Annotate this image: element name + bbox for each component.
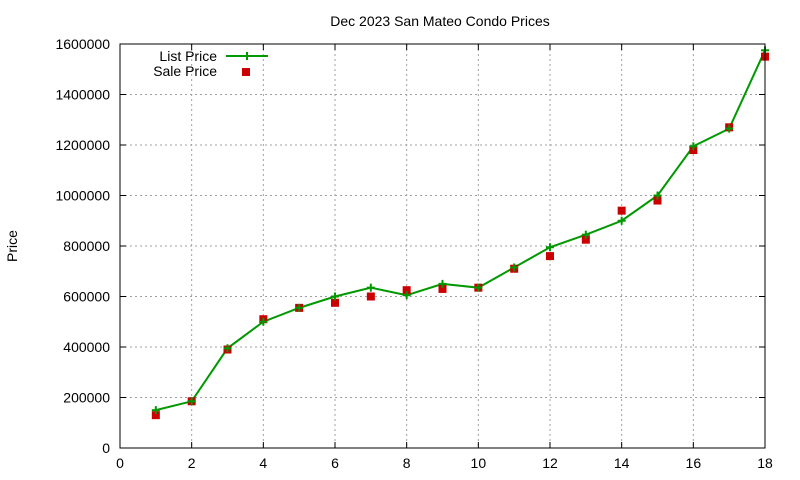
list-price-point (223, 344, 232, 353)
list-price-point (331, 292, 339, 301)
sale-price-point (581, 235, 590, 244)
sale-price-point (402, 286, 411, 295)
legend-marker-list-price (243, 52, 251, 60)
sale-price-point (546, 252, 554, 261)
x-tick-label: 12 (542, 455, 558, 471)
plot-frame (119, 43, 766, 449)
list-price-point (438, 279, 447, 288)
list-price-point (187, 397, 196, 406)
axis-ticks: 0 2 4 6 8 10 12 14 16 18 0 200000 400000 600000 800000… (55, 36, 773, 471)
list-price-point (366, 283, 375, 292)
legend-label-sale-price: Sale Price (153, 63, 217, 79)
y-tick-label: 1400000 (55, 87, 110, 103)
list-price-point (402, 291, 411, 300)
y-tick-label: 600000 (63, 289, 110, 305)
list-price-point (510, 263, 519, 272)
legend-marker-sale-price (242, 68, 250, 76)
x-tick-label: 14 (614, 455, 630, 471)
y-axis-label: Price (4, 230, 20, 262)
list-price-point (617, 216, 626, 225)
list-price-point (689, 142, 698, 151)
list-price-line (155, 49, 766, 412)
series (151, 46, 769, 420)
sale-price-point (366, 292, 375, 301)
y-tick-label: 200000 (63, 390, 110, 406)
list-price-point (653, 191, 662, 200)
x-tick-label: 2 (188, 455, 196, 471)
sale-price-point (151, 411, 160, 420)
list-price-point (259, 317, 268, 326)
sale-price-point (331, 298, 339, 307)
x-tick-label: 0 (116, 455, 124, 471)
list-price-point (546, 243, 554, 252)
chart-title: Dec 2023 San Mateo Condo Prices (330, 13, 549, 29)
x-tick-label: 18 (757, 455, 773, 471)
y-tick-label: 1200000 (55, 137, 110, 153)
x-tick-label: 16 (686, 455, 702, 471)
y-tick-label: 400000 (63, 339, 110, 355)
x-tick-label: 6 (331, 455, 339, 471)
list-price-point (151, 406, 160, 415)
y-tick-label: 1600000 (55, 36, 110, 52)
legend-label-list-price: List Price (159, 48, 217, 64)
list-price-point (474, 283, 483, 292)
y-tick-label: 800000 (63, 238, 110, 254)
list-price-point (725, 124, 734, 133)
x-tick-label: 8 (403, 455, 411, 471)
x-tick-label: 4 (259, 455, 267, 471)
list-price-point (295, 303, 304, 312)
y-tick-label: 0 (102, 440, 110, 456)
sale-price-point (653, 196, 662, 205)
grid (120, 44, 765, 448)
list-price-point (581, 230, 590, 239)
sale-price-point (438, 284, 447, 293)
x-tick-label: 10 (471, 455, 487, 471)
sale-price-point (617, 206, 626, 215)
y-tick-label: 1000000 (55, 188, 110, 204)
